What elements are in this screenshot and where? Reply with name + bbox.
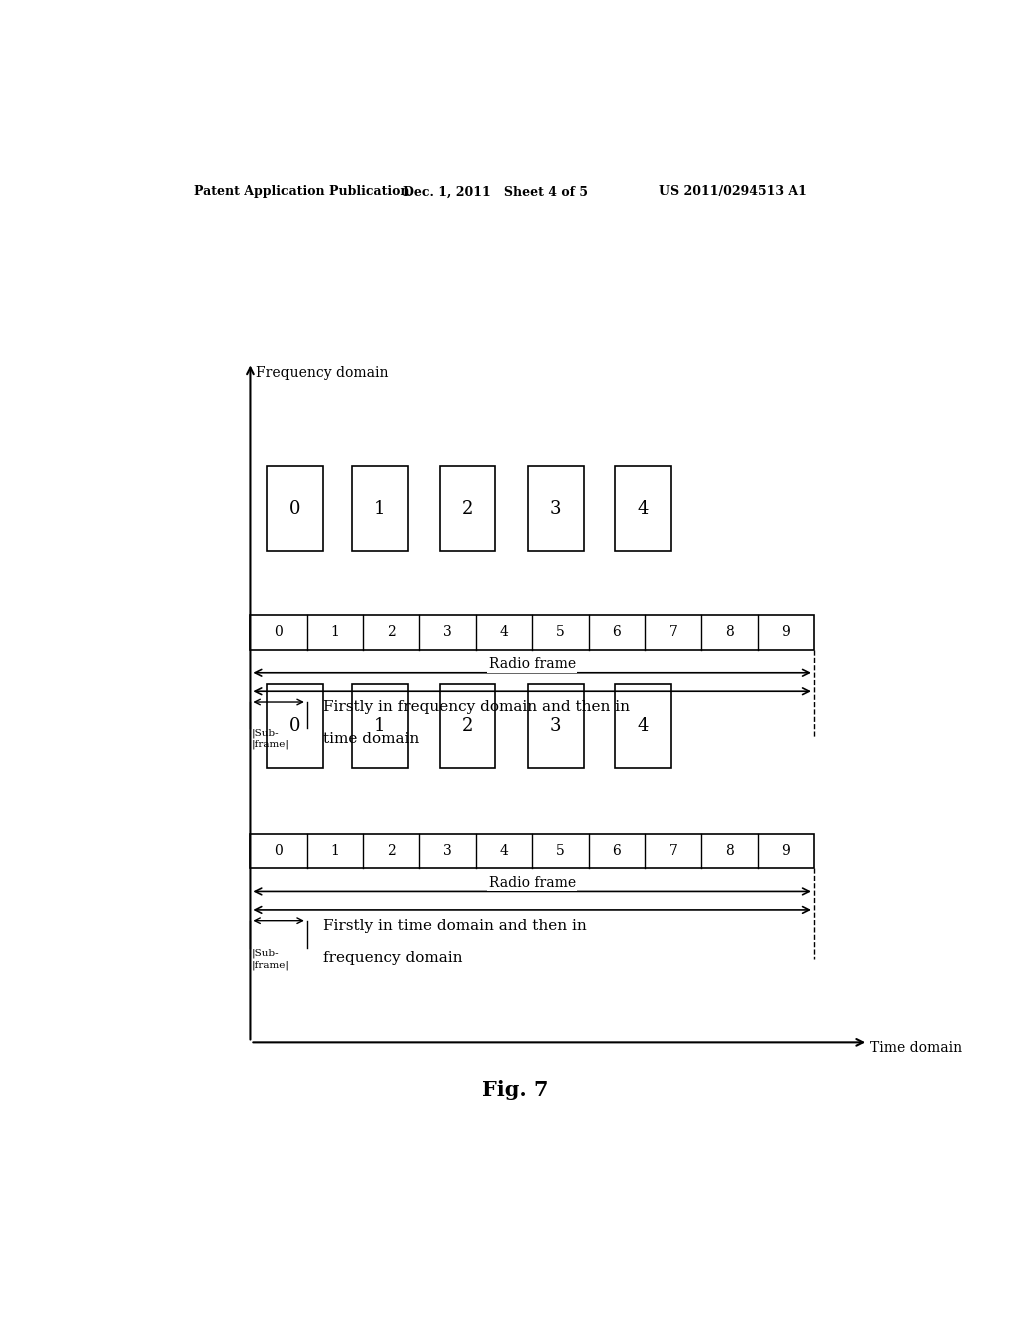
Text: 3: 3 bbox=[550, 500, 561, 517]
Text: 2: 2 bbox=[462, 500, 473, 517]
Text: 0: 0 bbox=[274, 843, 283, 858]
Bar bbox=[615, 684, 672, 768]
Text: 1: 1 bbox=[331, 843, 339, 858]
Text: 6: 6 bbox=[612, 843, 621, 858]
Bar bbox=[352, 466, 408, 552]
Text: 0: 0 bbox=[289, 717, 300, 735]
Bar bbox=[528, 466, 584, 552]
Text: 8: 8 bbox=[725, 626, 734, 639]
Text: 2: 2 bbox=[387, 626, 395, 639]
Text: Firstly in frequency domain and then in: Firstly in frequency domain and then in bbox=[324, 701, 631, 714]
Bar bbox=[439, 684, 496, 768]
Text: 4: 4 bbox=[500, 626, 509, 639]
Bar bbox=[528, 684, 584, 768]
Text: 4: 4 bbox=[638, 717, 649, 735]
Text: |Sub-
|frame|: |Sub- |frame| bbox=[251, 729, 289, 750]
Text: time domain: time domain bbox=[324, 733, 420, 746]
Bar bbox=[266, 684, 323, 768]
Text: Patent Application Publication: Patent Application Publication bbox=[194, 185, 410, 198]
Text: 3: 3 bbox=[550, 717, 561, 735]
Text: 3: 3 bbox=[443, 843, 452, 858]
Text: 6: 6 bbox=[612, 626, 621, 639]
Text: Frequency domain: Frequency domain bbox=[256, 367, 388, 380]
Text: 0: 0 bbox=[289, 500, 300, 517]
Text: 0: 0 bbox=[274, 626, 283, 639]
Bar bbox=[439, 466, 496, 552]
Text: 3: 3 bbox=[443, 626, 452, 639]
Text: |Sub-
|frame|: |Sub- |frame| bbox=[251, 949, 289, 969]
Text: frequency domain: frequency domain bbox=[324, 950, 463, 965]
Text: 9: 9 bbox=[781, 843, 791, 858]
Text: 4: 4 bbox=[500, 843, 509, 858]
Text: 5: 5 bbox=[556, 843, 564, 858]
Text: US 2011/0294513 A1: US 2011/0294513 A1 bbox=[658, 185, 807, 198]
Text: 1: 1 bbox=[331, 626, 339, 639]
Text: 1: 1 bbox=[374, 717, 386, 735]
Text: 7: 7 bbox=[669, 626, 678, 639]
Text: Dec. 1, 2011   Sheet 4 of 5: Dec. 1, 2011 Sheet 4 of 5 bbox=[403, 185, 588, 198]
Bar bbox=[251, 834, 814, 869]
Text: Radio frame: Radio frame bbox=[488, 876, 575, 890]
Text: Time domain: Time domain bbox=[870, 1040, 963, 1055]
Text: 9: 9 bbox=[781, 626, 791, 639]
Text: 2: 2 bbox=[387, 843, 395, 858]
Text: 4: 4 bbox=[638, 500, 649, 517]
Bar bbox=[352, 684, 408, 768]
Bar bbox=[251, 615, 814, 649]
Text: 2: 2 bbox=[462, 717, 473, 735]
Bar bbox=[615, 466, 672, 552]
Text: 5: 5 bbox=[556, 626, 564, 639]
Text: Fig. 7: Fig. 7 bbox=[482, 1080, 549, 1100]
Text: Radio frame: Radio frame bbox=[488, 657, 575, 672]
Text: 1: 1 bbox=[374, 500, 386, 517]
Text: 7: 7 bbox=[669, 843, 678, 858]
Text: Firstly in time domain and then in: Firstly in time domain and then in bbox=[324, 919, 587, 933]
Text: 8: 8 bbox=[725, 843, 734, 858]
Bar bbox=[266, 466, 323, 552]
